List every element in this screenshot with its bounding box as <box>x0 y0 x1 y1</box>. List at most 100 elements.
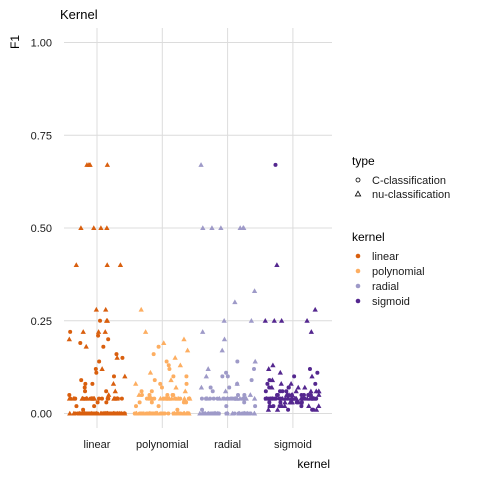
data-point-circle <box>159 385 164 390</box>
data-point-circle <box>151 352 156 357</box>
data-point-circle <box>67 392 72 397</box>
data-point-circle <box>286 385 291 390</box>
x-tick-label: sigmoid <box>274 439 312 451</box>
data-point-triangle <box>295 384 301 390</box>
data-point-triangle <box>252 358 258 364</box>
grid-lines <box>64 28 332 428</box>
data-point-triangle <box>117 262 124 268</box>
data-point-triangle <box>187 395 193 401</box>
data-point-triangle <box>270 362 276 368</box>
data-point-triangle <box>251 395 258 401</box>
data-point-circle <box>175 407 180 412</box>
data-point-triangle <box>232 299 238 305</box>
data-point-triangle <box>110 381 117 386</box>
data-point-circle <box>184 374 189 379</box>
data-point-triangle <box>237 225 243 230</box>
data-point-triangle <box>202 410 208 416</box>
data-point-circle <box>271 404 276 409</box>
data-point-triangle <box>177 362 184 368</box>
data-point-triangle <box>200 225 206 230</box>
legend-kernel-title: kernel <box>352 230 385 244</box>
data-point-triangle <box>308 329 315 334</box>
data-point-triangle <box>312 306 318 312</box>
data-point-circle <box>292 374 297 379</box>
data-point-triangle <box>298 395 304 401</box>
legend-kernel-label: polynomial <box>372 266 425 278</box>
legend-type-title: type <box>352 154 375 168</box>
data-point-circle <box>294 400 299 405</box>
data-point-circle <box>253 404 258 409</box>
data-point-circle <box>139 389 144 394</box>
data-point-triangle <box>78 225 84 230</box>
data-point-circle <box>208 385 213 390</box>
data-point-circle <box>274 396 279 401</box>
data-point-triangle <box>148 395 155 401</box>
data-point-circle <box>101 344 106 349</box>
data-point-triangle <box>234 381 240 386</box>
data-point-circle <box>99 396 104 401</box>
data-point-triangle <box>99 366 105 371</box>
x-tick-labels: linear polynomial radial sigmoid <box>84 439 312 451</box>
data-point-circle <box>199 396 204 401</box>
data-point-circle <box>96 333 101 338</box>
data-point-triangle <box>306 403 312 409</box>
data-point-circle <box>224 404 229 409</box>
data-point-triangle <box>292 395 298 401</box>
data-point-triangle <box>307 395 313 401</box>
data-point-triangle <box>203 373 209 379</box>
data-point-triangle <box>274 262 280 268</box>
data-point-circle <box>106 337 111 342</box>
y-tick-label: 0.50 <box>31 223 52 235</box>
data-point-triangle <box>175 395 181 401</box>
x-axis-label: kernel <box>297 457 330 471</box>
data-point-triangle <box>218 225 224 230</box>
data-point-circle <box>82 385 87 390</box>
data-point-triangle <box>84 395 90 401</box>
data-point-circle <box>267 400 272 405</box>
data-point-triangle <box>222 388 229 394</box>
data-point-triangle <box>293 388 299 394</box>
data-point-circle <box>98 318 103 323</box>
data-point-triangle <box>66 395 73 401</box>
data-point-triangle <box>288 399 295 405</box>
data-point-triangle <box>267 403 273 409</box>
data-point-circle <box>284 389 289 394</box>
data-point-triangle <box>278 317 285 323</box>
data-point-triangle <box>219 347 225 353</box>
x-tick-label: polynomial <box>136 439 189 451</box>
data-point-circle <box>97 359 102 364</box>
data-point-triangle <box>309 373 315 379</box>
data-point-triangle <box>67 410 73 416</box>
data-point-triangle <box>104 162 111 167</box>
legend-type-label: C-classification <box>372 175 446 187</box>
data-point-circle <box>173 396 178 401</box>
legend-kernel-label: sigmoid <box>372 296 410 308</box>
data-point-triangle <box>282 399 288 405</box>
data-point-triangle <box>114 410 120 416</box>
data-point-circle <box>119 396 124 401</box>
data-point-triangle <box>262 317 268 323</box>
y-axis-label: F1 <box>8 35 22 49</box>
data-point-circle <box>235 359 240 364</box>
data-point-triangle <box>152 410 159 416</box>
data-point-triangle <box>104 225 110 230</box>
data-point-circle <box>156 404 161 409</box>
data-point-circle <box>265 381 270 386</box>
data-point-triangle <box>118 410 124 416</box>
data-point-triangle <box>88 410 95 416</box>
y-tick-labels: 0.00 0.25 0.50 0.75 1.00 <box>31 38 52 421</box>
data-point-triangle <box>83 343 89 349</box>
data-point-triangle <box>241 395 247 401</box>
data-point-triangle <box>110 410 117 416</box>
legend-color-swatch <box>355 298 361 304</box>
legend-kernel-label: linear <box>372 251 399 263</box>
data-point-circle <box>200 407 205 412</box>
data-point-triangle <box>211 410 217 416</box>
data-point-triangle <box>221 317 227 323</box>
data-point-circle <box>184 381 189 386</box>
data-point-triangle <box>270 395 276 401</box>
data-point-triangle <box>310 395 317 401</box>
legend-kernel-label: radial <box>372 281 399 293</box>
legend-color-swatch <box>355 253 361 259</box>
circle-shape-icon <box>355 177 361 183</box>
